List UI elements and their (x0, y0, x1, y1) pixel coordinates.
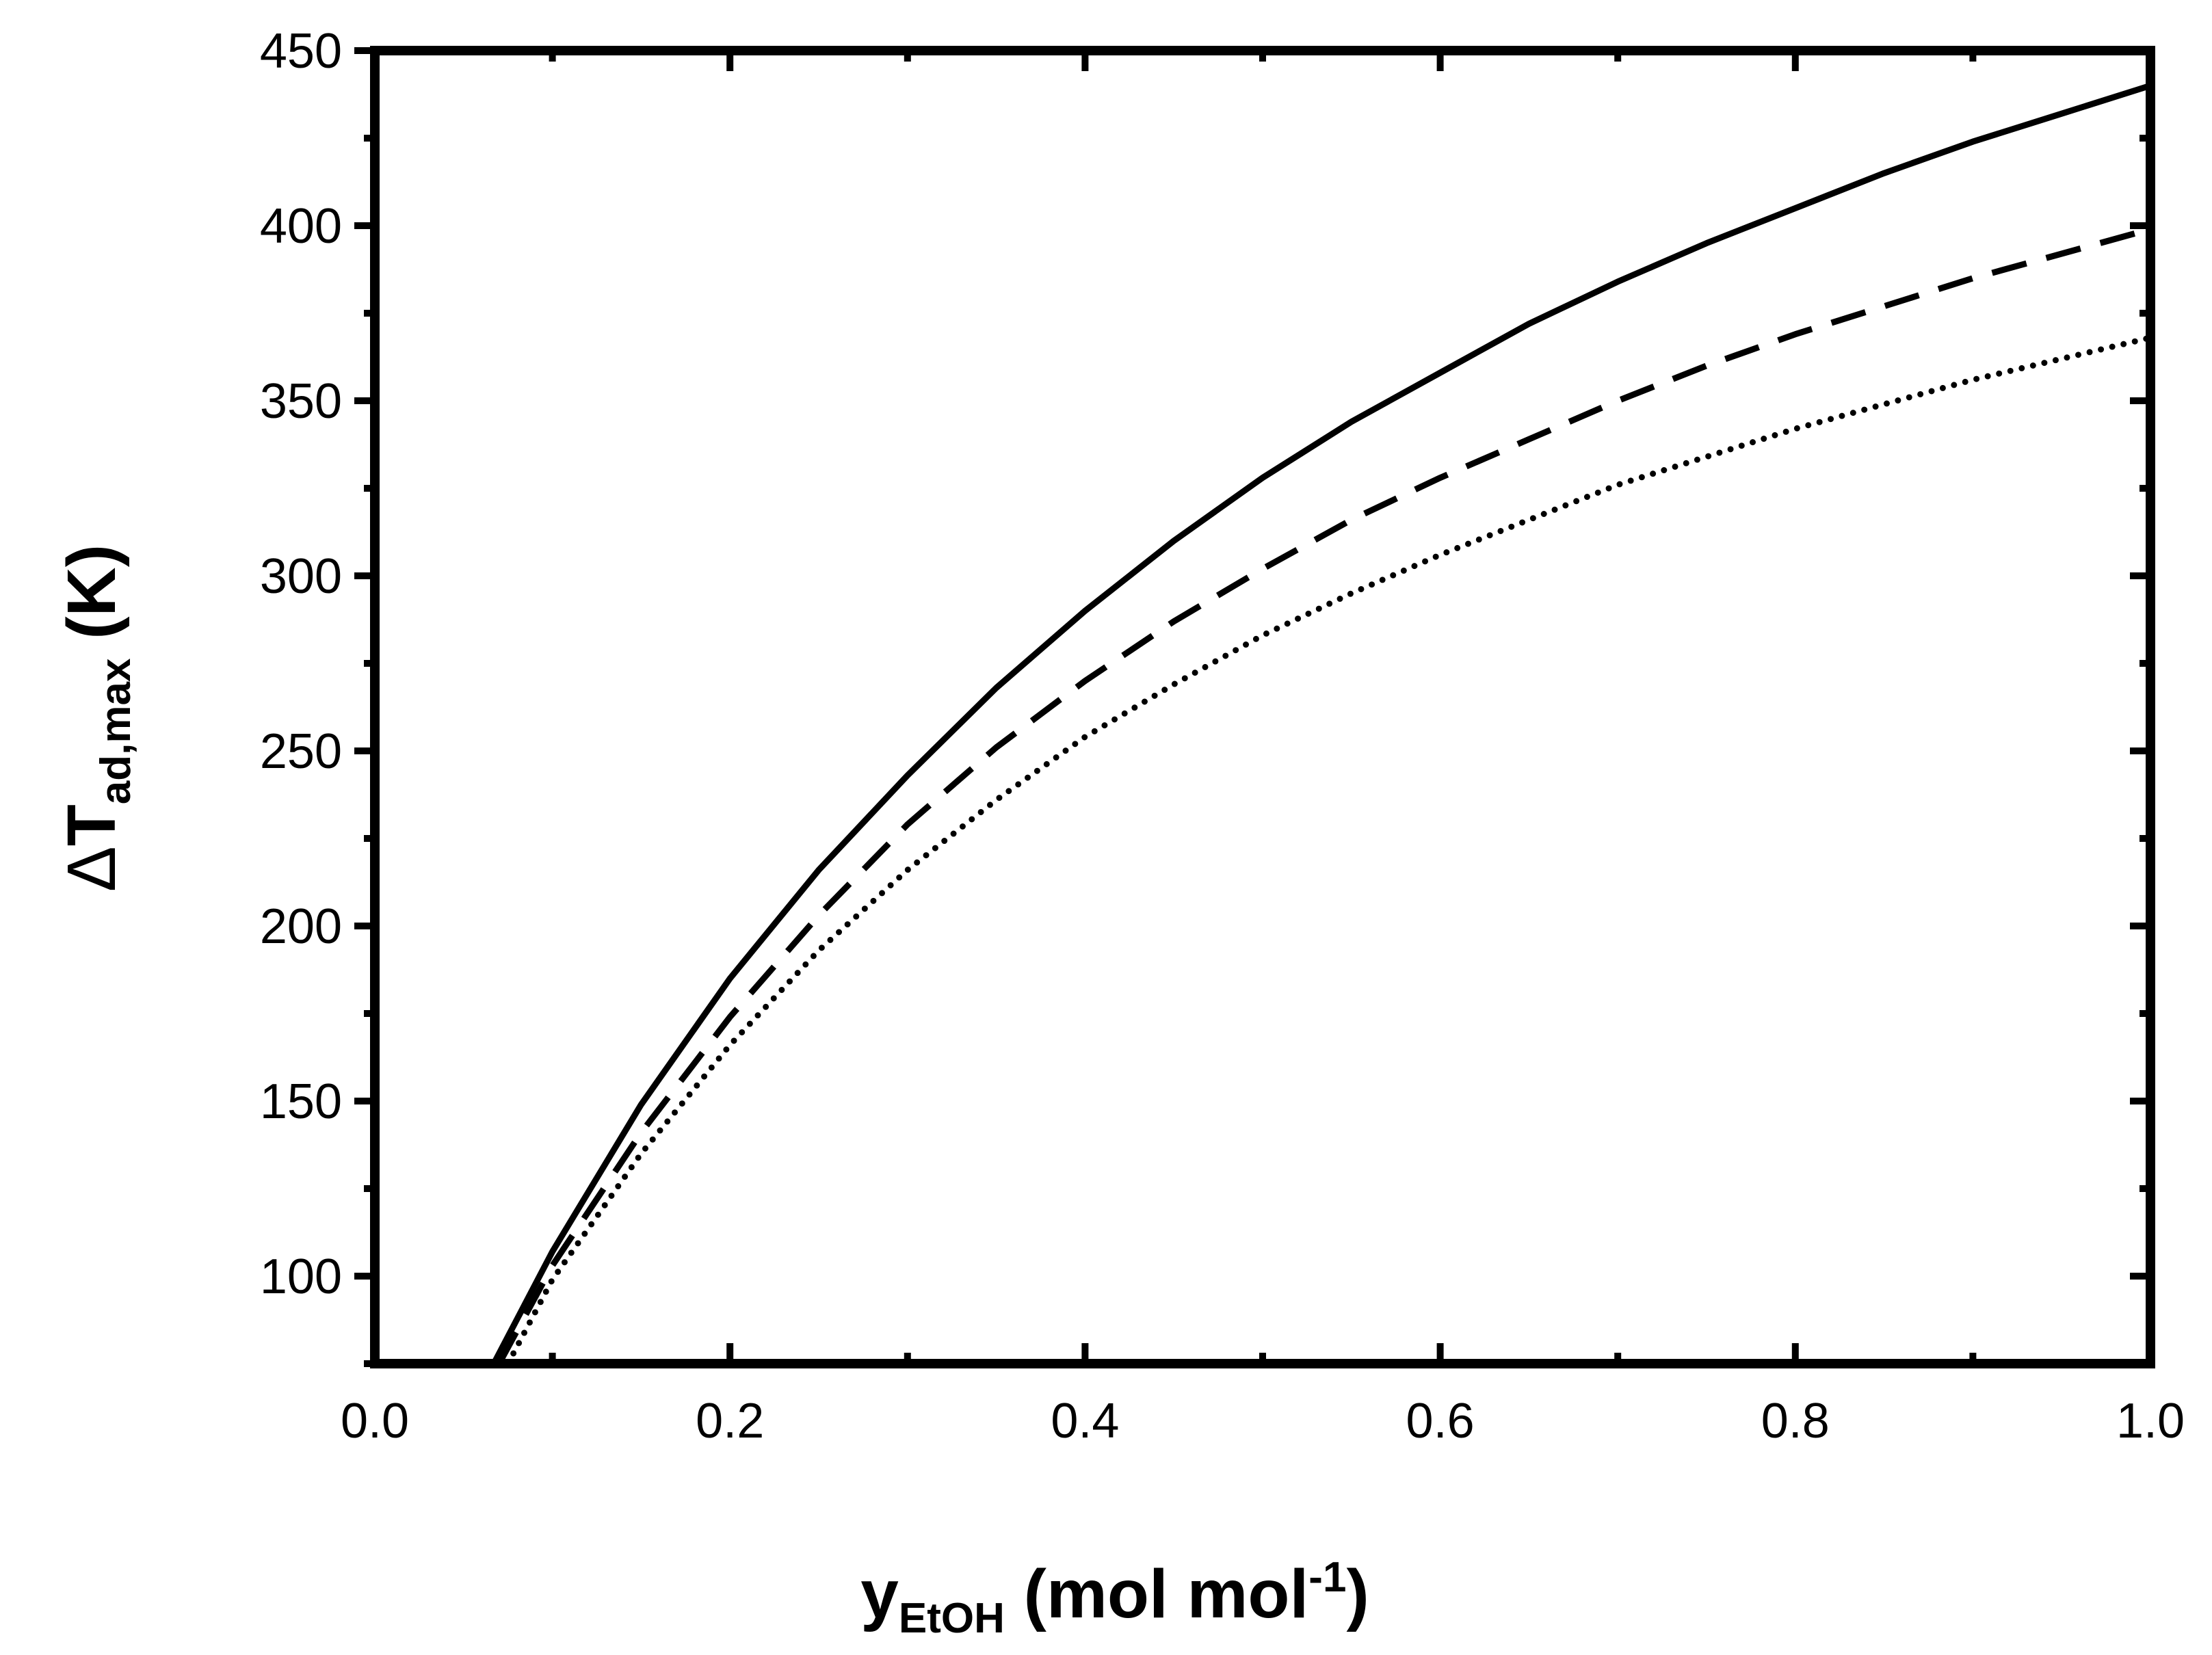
x-tick-label: 0.0 (341, 1394, 409, 1448)
y-tick-label: 350 (260, 374, 342, 429)
y-tick-label: 250 (260, 724, 342, 779)
x-tick-label: 0.4 (1051, 1394, 1119, 1448)
plot-frame (370, 46, 2155, 1368)
x-tick-label: 0.6 (1406, 1394, 1475, 1448)
y-tick-label: 150 (260, 1074, 342, 1129)
y-axis-title-unit: (K) (53, 544, 130, 659)
x-axis-title: yEtOH (mol mol-1) (860, 1554, 1369, 1642)
series-line-dotted (505, 334, 2150, 1364)
series-layer (490, 82, 2150, 1364)
series-line-dashed (496, 226, 2150, 1364)
y-tick-label: 200 (260, 899, 342, 954)
y-axis-title: ΔTad,max (K) (53, 544, 140, 892)
y-axis-title-subscript: ad,max (92, 658, 140, 804)
y-axis-title-main: T (53, 804, 130, 846)
ticks-layer (354, 47, 2154, 1367)
y-tick-label: 450 (260, 24, 342, 79)
x-axis-title-close: ) (1346, 1556, 1369, 1632)
x-axis-title-unit: (mol mol (1005, 1556, 1308, 1632)
y-axis-title-delta: Δ (53, 846, 130, 892)
series-line-solid (490, 82, 2150, 1364)
x-tick-label: 0.8 (1761, 1394, 1830, 1448)
y-tick-label: 100 (260, 1249, 342, 1304)
y-tick-label: 400 (260, 199, 342, 254)
x-tick-label: 1.0 (2116, 1394, 2185, 1448)
x-axis-title-superscript: -1 (1308, 1554, 1346, 1601)
x-axis-title-subscript: EtOH (899, 1595, 1005, 1642)
x-tick-label: 0.2 (696, 1394, 764, 1448)
labels-layer: 0.0 0.2 0.4 0.6 0.8 1.0 100 150 200 250 300 350 400 4… (260, 24, 2185, 1448)
y-tick-label: 300 (260, 549, 342, 604)
x-axis-title-main: y (860, 1556, 899, 1632)
